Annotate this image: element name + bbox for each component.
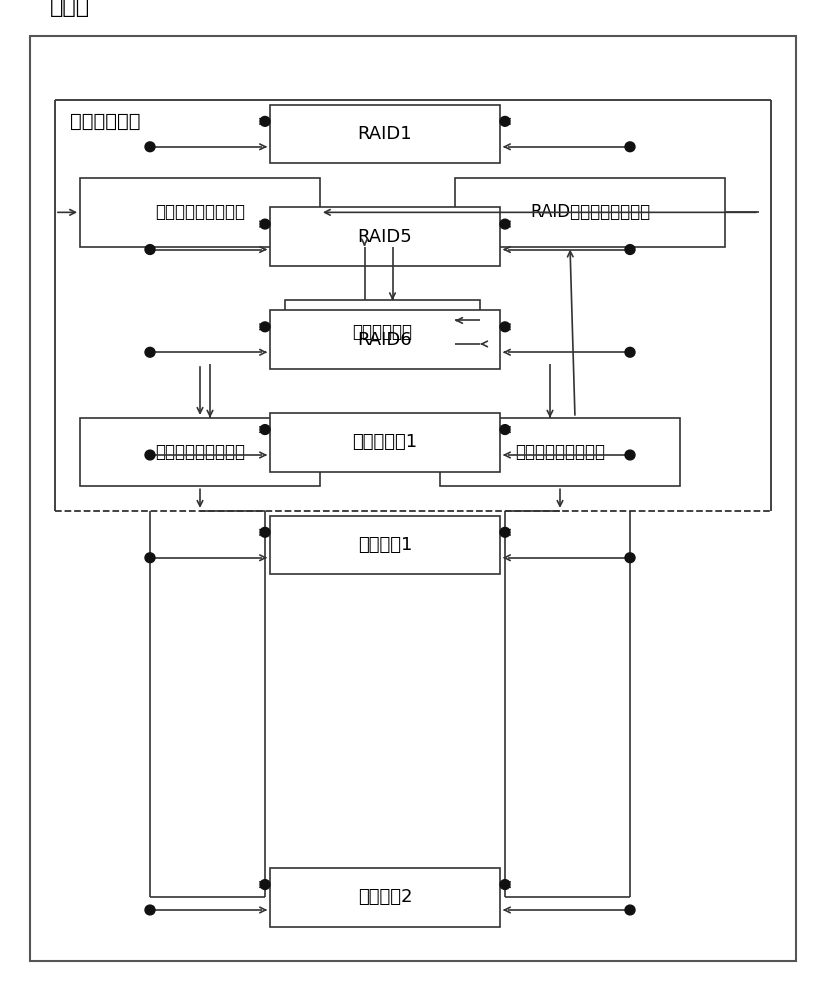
Text: RAID1: RAID1 <box>358 125 412 143</box>
Text: 空闲磁盘2: 空闲磁盘2 <box>358 888 412 906</box>
Text: 全局热备盘1: 全局热备盘1 <box>353 433 418 451</box>
Circle shape <box>145 905 155 915</box>
Bar <box>270 516 500 574</box>
Bar <box>270 413 500 472</box>
Text: RAID6: RAID6 <box>358 331 412 349</box>
Circle shape <box>145 347 155 357</box>
Text: RAID5: RAID5 <box>358 228 412 246</box>
Text: 空闲磁盘1: 空闲磁盘1 <box>358 536 412 554</box>
Circle shape <box>625 553 635 563</box>
Circle shape <box>260 219 270 229</box>
Circle shape <box>500 116 510 126</box>
Bar <box>285 300 480 364</box>
Bar <box>80 418 320 486</box>
Circle shape <box>260 880 270 889</box>
Bar <box>440 418 680 486</box>
Text: 全局热备盘删除模块: 全局热备盘删除模块 <box>155 203 245 221</box>
Circle shape <box>625 347 635 357</box>
Bar <box>270 105 500 163</box>
Circle shape <box>500 880 510 889</box>
Circle shape <box>260 322 270 332</box>
Text: RAID坏盘检测处理模块: RAID坏盘检测处理模块 <box>530 203 650 221</box>
Circle shape <box>145 450 155 460</box>
Circle shape <box>500 425 510 434</box>
Text: 全局热备盘创建模块: 全局热备盘创建模块 <box>155 443 245 461</box>
Circle shape <box>260 527 270 537</box>
Circle shape <box>500 527 510 537</box>
Circle shape <box>260 116 270 126</box>
Circle shape <box>625 245 635 254</box>
Bar <box>270 868 500 927</box>
Circle shape <box>260 425 270 434</box>
Circle shape <box>500 322 510 332</box>
Bar <box>270 310 500 369</box>
Circle shape <box>625 142 635 152</box>
Text: 存储操作系统: 存储操作系统 <box>70 112 140 131</box>
Circle shape <box>145 553 155 563</box>
Text: 系统盘: 系统盘 <box>50 0 90 17</box>
Bar <box>80 178 320 247</box>
Circle shape <box>625 450 635 460</box>
Text: 人机交互模块: 人机交互模块 <box>353 323 412 341</box>
Circle shape <box>145 142 155 152</box>
Circle shape <box>500 219 510 229</box>
Circle shape <box>625 905 635 915</box>
Text: 全局热备盘检索模块: 全局热备盘检索模块 <box>515 443 605 461</box>
Bar <box>455 178 725 247</box>
Circle shape <box>145 245 155 254</box>
Bar <box>270 207 500 266</box>
